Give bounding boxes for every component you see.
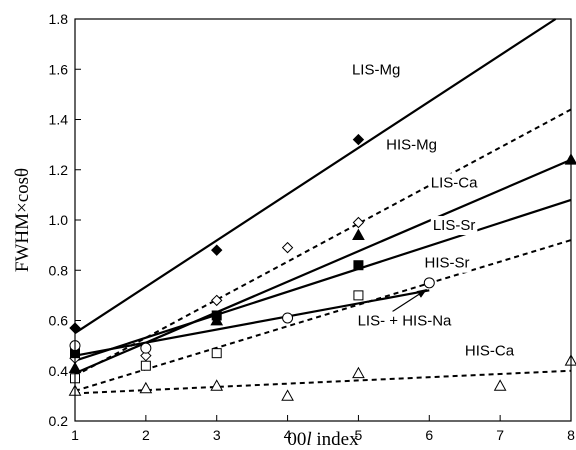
y-axis-title: FWHM×cosθ bbox=[12, 168, 33, 272]
data-point-his-sr bbox=[140, 360, 151, 371]
x-axis-title-variable: l bbox=[306, 429, 311, 450]
series-label-his-mg: HIS-Mg bbox=[386, 137, 437, 154]
data-point-his-sr bbox=[211, 348, 222, 359]
y-tick-label: 1.8 bbox=[49, 11, 69, 27]
y-tick-label: 0.2 bbox=[49, 413, 69, 429]
x-axis-title-suffix: index bbox=[312, 429, 359, 450]
data-point-lis-his-na bbox=[423, 277, 435, 289]
data-point-lis-ca bbox=[352, 228, 365, 240]
label-background-his-mg bbox=[384, 135, 439, 155]
series-label-lis-sr: LIS-Sr bbox=[433, 217, 476, 234]
x-axis: 1 2 3 4 5 6 7 8 bbox=[71, 415, 575, 443]
data-point-his-ca bbox=[352, 366, 365, 379]
label-background-his-ca bbox=[462, 341, 517, 361]
data-point-his-mg bbox=[352, 216, 365, 229]
series-label-lis-his-na: LIS- + HIS-Na bbox=[358, 313, 452, 330]
x-axis-title: 00l index bbox=[287, 429, 359, 450]
x-tick-label: 6 bbox=[425, 427, 433, 443]
x-tick-label: 4 bbox=[284, 427, 292, 443]
fit-line-his-ca bbox=[74, 369, 572, 395]
fit-line-lis-sr bbox=[74, 198, 572, 362]
x-tick-label: 1 bbox=[71, 427, 79, 443]
series-label-his-ca: HIS-Ca bbox=[465, 343, 515, 360]
y-tick-label: 0.8 bbox=[49, 262, 69, 278]
data-point-lis-sr bbox=[211, 310, 222, 321]
fit-line-his-sr bbox=[74, 239, 572, 392]
y-tick-label: 1.6 bbox=[49, 61, 69, 77]
data-point-lis-mg bbox=[211, 244, 223, 256]
plot-frame bbox=[74, 18, 572, 422]
y-tick-label: 1.0 bbox=[49, 212, 69, 228]
data-point-lis-his-na bbox=[140, 342, 152, 354]
x-tick-label: 5 bbox=[355, 427, 363, 443]
fit-line-lis-his-na bbox=[74, 289, 430, 357]
fit-line-his-mg bbox=[74, 108, 572, 377]
fit-lines bbox=[74, 18, 572, 395]
series-label-lis-ca: LIS-Ca bbox=[431, 174, 478, 191]
series-label-his-sr: HIS-Sr bbox=[425, 255, 470, 272]
data-point-his-mg bbox=[281, 241, 294, 254]
x-tick-label: 3 bbox=[213, 427, 221, 443]
data-point-his-ca bbox=[281, 389, 294, 401]
x-tick-label: 2 bbox=[142, 427, 150, 443]
series-labels: LIS-Mg HIS-Mg LIS-Ca LIS-Sr HIS-Sr LIS- + HIS… bbox=[349, 60, 517, 361]
data-point-his-ca bbox=[210, 379, 224, 391]
y-tick-label: 1.4 bbox=[49, 112, 69, 128]
y-axis: 0.2 0.4 0.6 0.8 1.0 1.2 1.4 1.6 1.8 bbox=[49, 11, 81, 429]
fit-line-lis-mg bbox=[74, 18, 557, 334]
y-tick-label: 0.4 bbox=[49, 363, 69, 379]
label-arrow-lis-his-na bbox=[392, 289, 428, 313]
data-point-his-ca bbox=[493, 379, 507, 391]
x-axis-title-prefix: 00 bbox=[287, 429, 306, 450]
series-label-lis-mg: LIS-Mg bbox=[352, 61, 400, 78]
x-tick-label: 7 bbox=[496, 427, 504, 443]
data-point-his-mg bbox=[140, 349, 152, 362]
data-point-his-ca bbox=[139, 381, 153, 394]
label-background-lis-mg bbox=[349, 60, 403, 80]
data-point-lis-mg bbox=[352, 133, 365, 146]
label-background-lis-his-na bbox=[355, 311, 455, 331]
y-tick-label: 0.6 bbox=[49, 313, 69, 329]
data-point-his-sr bbox=[353, 290, 364, 301]
label-background-lis-ca bbox=[428, 173, 481, 193]
data-point-lis-sr bbox=[353, 260, 364, 271]
fit-line-lis-ca bbox=[74, 158, 572, 375]
label-background-lis-sr bbox=[430, 216, 478, 236]
x-tick-label: 8 bbox=[567, 427, 575, 443]
y-tick-label: 1.2 bbox=[49, 162, 69, 178]
label-background-his-sr bbox=[422, 253, 472, 273]
data-point-his-mg bbox=[211, 294, 223, 307]
data-point-lis-his-na bbox=[282, 312, 294, 324]
